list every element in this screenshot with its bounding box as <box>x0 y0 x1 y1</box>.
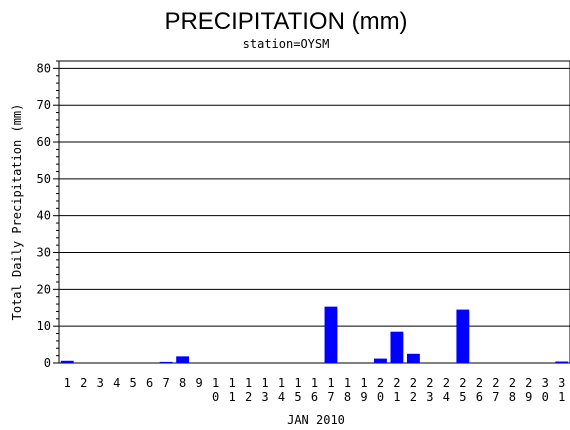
svg-text:29: 29 <box>525 376 532 404</box>
svg-text:4: 4 <box>113 376 120 390</box>
svg-text:9: 9 <box>195 376 202 390</box>
svg-text:30: 30 <box>542 376 549 404</box>
svg-text:3: 3 <box>97 376 104 390</box>
svg-text:12: 12 <box>245 376 252 404</box>
y-tick-label: 20 <box>37 282 51 296</box>
svg-text:22: 22 <box>410 376 417 404</box>
x-tick-label: 4 <box>113 376 120 390</box>
y-axis-ticks: 0 10 20 30 40 50 60 70 80 <box>37 60 59 370</box>
y-tick-label: 60 <box>37 135 51 149</box>
x-tick-label: 8 <box>179 376 186 390</box>
x-tick-label: 6 <box>146 376 153 390</box>
y-axis-label: Total Daily Precipitation (mm) <box>10 104 24 321</box>
bar <box>456 309 470 363</box>
y-tick-label: 50 <box>37 172 51 186</box>
y-tick-label: 40 <box>37 209 51 223</box>
svg-text:27: 27 <box>492 376 499 404</box>
svg-text:14: 14 <box>278 376 285 404</box>
bar <box>324 306 338 363</box>
x-tick-label: 7 <box>163 376 170 390</box>
svg-text:2: 2 <box>80 376 87 390</box>
svg-text:23: 23 <box>426 376 433 404</box>
x-tick-label: 5 <box>130 376 137 390</box>
bar <box>60 360 74 363</box>
svg-text:20: 20 <box>377 376 384 404</box>
grid-lines <box>59 67 570 327</box>
y-tick-label: 70 <box>37 98 51 112</box>
svg-text:24: 24 <box>443 376 450 404</box>
svg-text:5: 5 <box>130 376 137 390</box>
svg-text:19: 19 <box>360 376 367 404</box>
svg-text:15: 15 <box>294 376 301 404</box>
y-tick-label: 80 <box>37 61 51 75</box>
svg-text:7: 7 <box>163 376 170 390</box>
svg-text:10: 10 <box>212 376 219 404</box>
svg-text:21: 21 <box>393 376 400 404</box>
svg-text:26: 26 <box>476 376 483 404</box>
x-tick-label: 3 <box>97 376 104 390</box>
svg-text:1: 1 <box>64 376 71 390</box>
svg-text:28: 28 <box>509 376 516 404</box>
bar <box>406 353 420 363</box>
bar <box>159 361 173 363</box>
bar <box>390 331 404 363</box>
x-axis-label: JAN 2010 <box>287 413 345 427</box>
y-tick-label: 0 <box>44 356 51 370</box>
bars <box>60 306 569 363</box>
svg-text:25: 25 <box>459 376 466 404</box>
chart-subtitle: station=OYSM <box>243 37 330 51</box>
x-axis-ticks: 1 2 3 4 5 6 7 8 9 1 01 11 21 31 41 51 61 71 81 92 02 12 22 32 42… <box>64 376 566 404</box>
svg-text:11: 11 <box>228 376 235 404</box>
chart-title: PRECIPITATION (mm) <box>164 8 407 35</box>
svg-text:18: 18 <box>344 376 351 404</box>
x-tick-label: 2 <box>80 376 87 390</box>
svg-text:17: 17 <box>327 376 334 404</box>
x-tick-label: 9 <box>195 376 202 390</box>
bar <box>176 356 190 363</box>
bar <box>555 361 569 363</box>
y-tick-label: 10 <box>37 319 51 333</box>
svg-text:6: 6 <box>146 376 153 390</box>
bar <box>374 358 387 363</box>
plot-area <box>58 60 570 364</box>
svg-text:16: 16 <box>311 376 318 404</box>
svg-text:13: 13 <box>261 376 268 404</box>
svg-text:8: 8 <box>179 376 186 390</box>
svg-text:31: 31 <box>558 376 565 404</box>
x-tick-label: 1 <box>64 376 71 390</box>
y-tick-label: 30 <box>37 246 51 260</box>
